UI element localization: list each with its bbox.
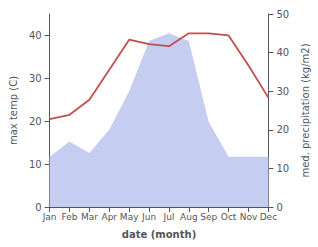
svg-text:10: 10 [29, 159, 42, 170]
svg-text:max temp (C): max temp (C) [8, 76, 19, 145]
svg-text:Mar: Mar [81, 212, 98, 222]
svg-text:Feb: Feb [62, 212, 78, 222]
svg-text:50: 50 [276, 9, 289, 20]
svg-text:Sep: Sep [200, 212, 217, 222]
svg-text:Nov: Nov [240, 212, 258, 222]
svg-text:Apr: Apr [101, 212, 117, 222]
svg-text:20: 20 [29, 116, 42, 127]
svg-text:0: 0 [35, 202, 41, 213]
svg-text:Oct: Oct [221, 212, 237, 222]
svg-text:40: 40 [276, 47, 289, 58]
svg-text:Dec: Dec [260, 212, 277, 222]
svg-text:Jun: Jun [141, 212, 156, 222]
svg-text:Aug: Aug [180, 212, 198, 222]
svg-text:30: 30 [29, 73, 42, 84]
svg-text:date (month): date (month) [122, 229, 196, 240]
svg-text:40: 40 [29, 30, 42, 41]
svg-text:Jan: Jan [42, 212, 57, 222]
svg-text:20: 20 [276, 124, 289, 135]
svg-text:10: 10 [276, 163, 289, 174]
svg-text:May: May [120, 212, 139, 222]
svg-text:0: 0 [276, 202, 282, 213]
svg-text:30: 30 [276, 86, 289, 97]
svg-text:Jul: Jul [163, 212, 175, 222]
svg-text:med. precipitation (kg/m2): med. precipitation (kg/m2) [300, 43, 311, 177]
